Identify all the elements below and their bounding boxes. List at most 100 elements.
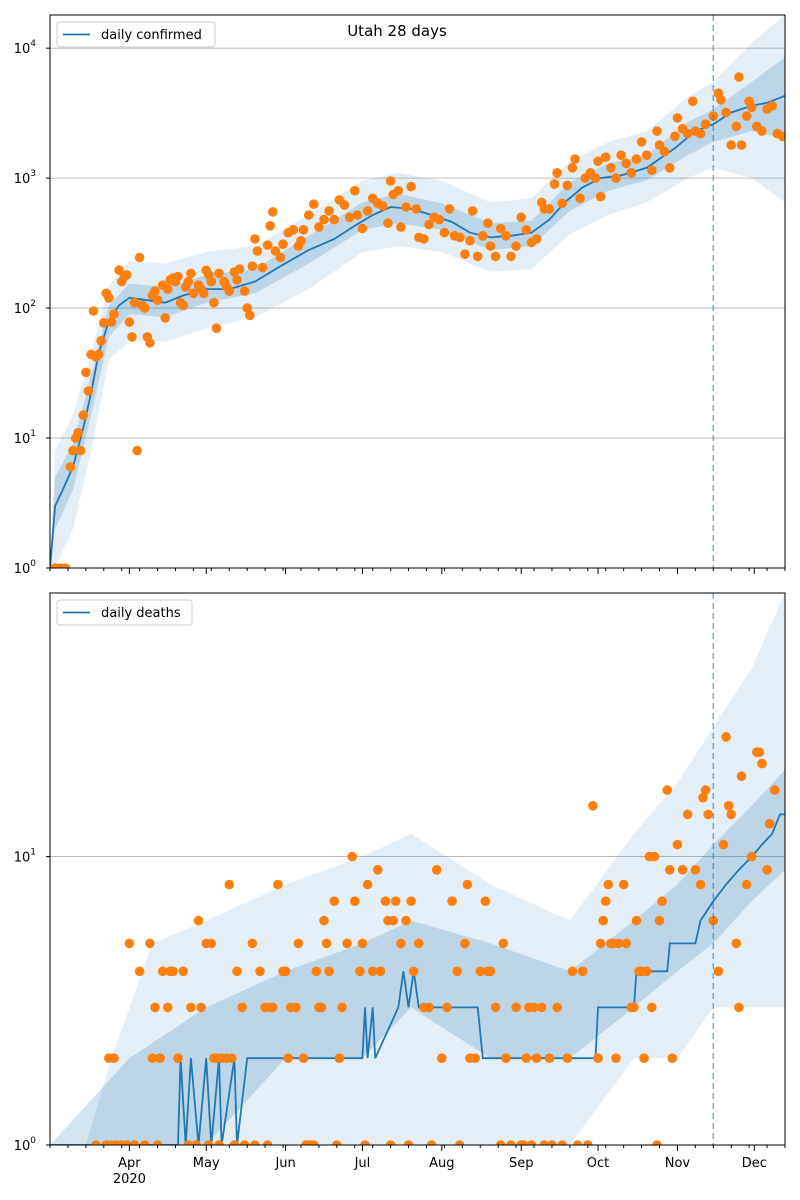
deaths-data-point <box>572 1140 583 1145</box>
cases-data-point <box>600 152 611 162</box>
deaths-data-point <box>324 966 334 977</box>
cases-data-point <box>552 168 562 178</box>
cases-data-point <box>352 210 363 220</box>
deaths-data-point <box>731 938 742 949</box>
deaths-data-point <box>337 1002 347 1013</box>
deaths-data-point <box>567 966 578 977</box>
x-tick-label: Dec <box>742 1156 767 1171</box>
cases-data-point <box>460 249 470 259</box>
cases-data-point <box>695 128 706 139</box>
cases-data-point <box>726 140 736 150</box>
deaths-data-point <box>155 1053 165 1063</box>
cases-data-point <box>178 300 188 311</box>
deaths-data-point <box>229 1140 240 1145</box>
cases-data-point <box>716 95 726 105</box>
cases-data-point <box>670 131 680 142</box>
cases-data-point <box>127 332 137 342</box>
deaths-data-point <box>367 966 378 977</box>
deaths-data-point <box>321 938 332 949</box>
deaths-data-point <box>536 1002 547 1013</box>
deaths-data-point <box>764 818 775 829</box>
cases-data-point <box>303 210 314 220</box>
cases-data-point <box>777 131 785 142</box>
cases-data-point <box>472 251 483 262</box>
cases-data-point <box>647 165 657 175</box>
cases-data-point <box>570 154 580 164</box>
deaths-data-point <box>665 865 675 875</box>
deaths-data-point <box>544 1053 555 1063</box>
cases-data-point <box>741 111 752 121</box>
cases-uncertainty-band <box>50 57 785 568</box>
deaths-data-point <box>168 966 178 977</box>
cases-data-point <box>96 336 106 346</box>
cases-data-point <box>767 101 777 111</box>
cases-data-point <box>114 265 124 275</box>
cases-data-point <box>275 252 286 263</box>
cases-data-point <box>641 150 652 160</box>
deaths-data-point <box>150 1002 160 1013</box>
cases-data-point <box>736 140 747 150</box>
cases-data-point <box>124 317 135 327</box>
cases-data-point <box>309 199 319 209</box>
x-tick-label: May <box>193 1156 220 1171</box>
deaths-data-point <box>390 896 401 906</box>
deaths-median-line <box>50 813 785 1145</box>
deaths-data-point <box>298 1053 309 1063</box>
deaths-data-point <box>631 915 642 926</box>
deaths-data-point <box>360 1140 370 1145</box>
deaths-data-point <box>677 865 688 875</box>
cases-data-point <box>68 445 78 456</box>
cases-data-point <box>567 163 578 173</box>
cases-data-point <box>511 241 521 251</box>
deaths-data-point <box>460 938 470 949</box>
deaths-data-point <box>583 1140 593 1145</box>
cases-data-point <box>636 137 647 147</box>
cases-data-point <box>378 201 388 211</box>
cases-data-point <box>209 297 219 308</box>
deaths-data-point <box>447 896 457 906</box>
deaths-data-point <box>600 896 611 906</box>
deaths-data-point <box>145 938 155 949</box>
cases-data-point <box>252 246 263 256</box>
deaths-data-point <box>721 732 731 742</box>
deaths-axes-frame <box>49 592 786 1146</box>
cases-data-point <box>78 410 89 421</box>
cases-data-point <box>211 323 222 334</box>
cases-data-point <box>188 288 199 299</box>
deaths-data-point <box>695 879 706 890</box>
cases-data-point <box>88 306 99 316</box>
deaths-data-point <box>255 966 265 977</box>
cases-data-point <box>257 262 268 273</box>
deaths-data-point <box>426 1140 437 1145</box>
deaths-data-point <box>452 966 463 977</box>
legend-box <box>56 599 193 626</box>
deaths-data-point <box>629 1002 639 1013</box>
x-tick-label: Nov <box>665 1156 691 1171</box>
deaths-data-point <box>247 938 258 949</box>
deaths-data-point <box>196 1002 206 1013</box>
deaths-data-point <box>470 1053 480 1063</box>
deaths-data-point <box>191 1140 201 1145</box>
cases-data-point <box>490 251 501 262</box>
deaths-data-point <box>183 1140 194 1145</box>
cases-data-point <box>132 445 142 456</box>
deaths-data-point <box>726 809 736 820</box>
deaths-data-point <box>654 915 665 926</box>
cases-data-point <box>339 200 350 210</box>
deaths-legend: daily deaths <box>56 599 193 626</box>
cases-data-point <box>81 367 91 378</box>
cases-data-point <box>424 219 434 230</box>
deaths-data-point <box>475 966 486 977</box>
deaths-data-point <box>613 938 624 949</box>
cases-data-point <box>557 198 567 209</box>
cases-data-point <box>152 295 163 306</box>
cases-data-point <box>75 445 86 456</box>
deaths-data-point <box>557 1140 567 1145</box>
cases-data-point <box>145 338 155 348</box>
deaths-data-point <box>178 966 188 977</box>
deaths-data-point <box>657 896 667 906</box>
deaths-data-point <box>140 1140 150 1145</box>
cases-data-point <box>242 303 252 313</box>
